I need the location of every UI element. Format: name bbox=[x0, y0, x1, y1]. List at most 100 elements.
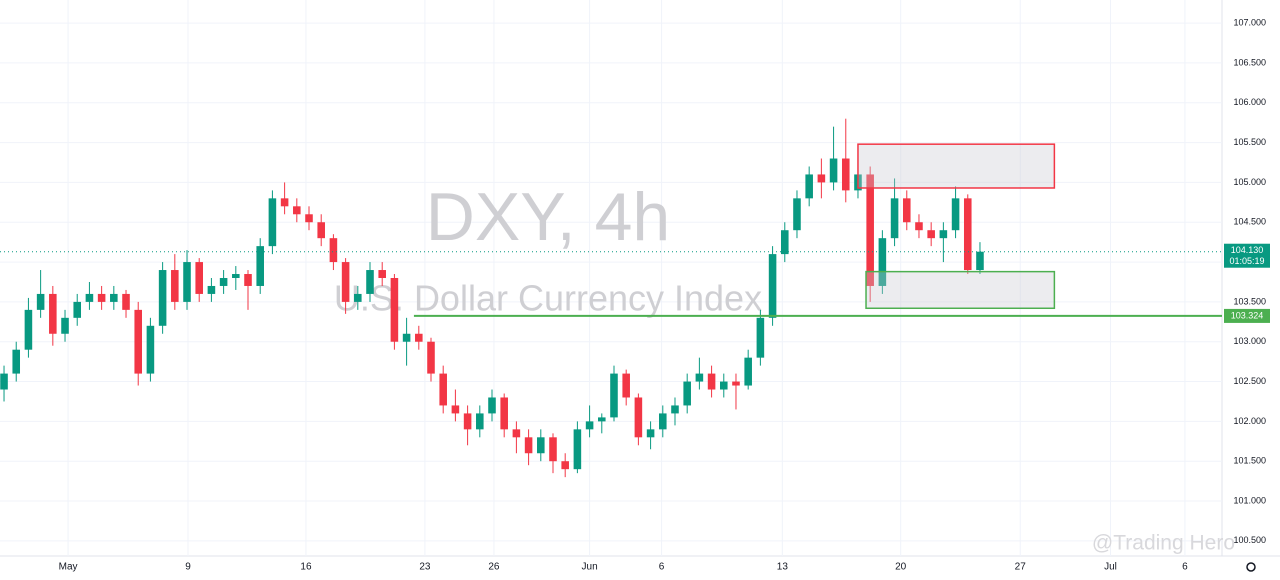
candle-body bbox=[756, 317, 765, 358]
candle-body bbox=[341, 262, 350, 302]
watermark-subtitle: U.S. Dollar Currency Index bbox=[334, 278, 762, 319]
candle-body bbox=[97, 293, 106, 302]
y-tick-label: 100.500 bbox=[1233, 535, 1266, 545]
candle-body bbox=[280, 198, 289, 207]
zone-box bbox=[857, 143, 1056, 189]
candle-body bbox=[256, 246, 264, 286]
countdown: 01:05:19 bbox=[1229, 256, 1264, 266]
candle-body bbox=[561, 461, 569, 470]
candle-body bbox=[549, 437, 557, 462]
candle-body bbox=[805, 174, 813, 199]
candle-body bbox=[488, 397, 496, 414]
candle-body bbox=[12, 349, 21, 374]
candle-body bbox=[744, 357, 752, 386]
candle-body bbox=[573, 429, 582, 470]
level-label: 103.324 bbox=[1231, 310, 1264, 320]
candle-body bbox=[500, 397, 508, 430]
candle-body bbox=[476, 413, 484, 430]
x-tick-label: 23 bbox=[419, 562, 431, 573]
candle-body bbox=[598, 417, 606, 422]
settings-icon[interactable] bbox=[1246, 562, 1256, 572]
candle-body bbox=[841, 158, 850, 191]
candle-body bbox=[61, 317, 69, 334]
candle-body bbox=[976, 251, 984, 271]
candle-body bbox=[585, 421, 594, 430]
plot bbox=[0, 118, 1222, 478]
candle-body bbox=[110, 293, 118, 302]
candle-body bbox=[463, 413, 472, 430]
candle-body bbox=[402, 333, 411, 342]
candle-body bbox=[634, 397, 643, 438]
candle-body bbox=[780, 230, 789, 255]
candle-body bbox=[354, 293, 362, 302]
last-price-badge bbox=[1224, 243, 1270, 268]
candle-body bbox=[268, 198, 277, 247]
candle-body bbox=[171, 270, 179, 302]
candle-body bbox=[524, 437, 533, 454]
y-tick-label: 106.000 bbox=[1233, 97, 1266, 107]
candle-body bbox=[939, 230, 948, 239]
y-tick-label: 105.500 bbox=[1233, 137, 1266, 147]
x-tick-label: May bbox=[59, 562, 78, 573]
y-tick-label: 106.500 bbox=[1233, 57, 1266, 67]
candle-body bbox=[732, 381, 740, 386]
y-tick-label: 104.500 bbox=[1233, 217, 1266, 227]
candle-body bbox=[329, 238, 338, 263]
candle-body bbox=[134, 309, 142, 374]
candle-body bbox=[902, 198, 911, 223]
candle-body bbox=[317, 222, 325, 239]
candle-body bbox=[671, 405, 679, 414]
candle-body bbox=[878, 238, 887, 286]
candle-body bbox=[866, 174, 874, 286]
candle-body bbox=[817, 174, 826, 183]
candle-body bbox=[720, 381, 728, 390]
candle-body bbox=[927, 230, 935, 239]
candle-body bbox=[951, 198, 960, 231]
candle-body bbox=[207, 285, 216, 294]
gear[interactable] bbox=[1246, 562, 1256, 572]
x-tick-label: 9 bbox=[185, 562, 191, 573]
grid bbox=[0, 0, 1222, 556]
y-tick-label: 102.500 bbox=[1233, 376, 1266, 386]
last-price-label: 104.130 bbox=[1231, 245, 1264, 255]
x-tick-label: 20 bbox=[895, 562, 907, 573]
y-tick-label: 103.000 bbox=[1233, 336, 1266, 346]
candle-body bbox=[390, 278, 399, 342]
y-tick-label: 101.500 bbox=[1233, 456, 1266, 466]
candle-body bbox=[695, 373, 704, 382]
candle-body bbox=[195, 262, 203, 294]
candle-body bbox=[793, 198, 801, 231]
candle-body bbox=[646, 429, 655, 438]
x-tick-label: 27 bbox=[1015, 562, 1027, 573]
x-tick-label: 26 bbox=[488, 562, 500, 573]
candle-body bbox=[244, 274, 252, 286]
candle-body bbox=[707, 373, 716, 390]
candle-body bbox=[122, 293, 130, 310]
candle-body bbox=[305, 214, 313, 223]
level-badge bbox=[1224, 308, 1270, 323]
y-tick-label: 102.000 bbox=[1233, 416, 1266, 426]
candle-body bbox=[890, 198, 899, 239]
candle-body bbox=[24, 309, 33, 350]
candle-body bbox=[293, 206, 301, 215]
y-tick-label: 101.000 bbox=[1233, 495, 1266, 505]
y-tick-label: 107.000 bbox=[1233, 17, 1266, 27]
x-tick-label: 6 bbox=[1182, 562, 1188, 573]
candle-body bbox=[610, 373, 618, 418]
author-watermark: @Trading Hero bbox=[1092, 532, 1235, 555]
candle-body bbox=[73, 301, 82, 318]
y-tick-label: 103.500 bbox=[1233, 296, 1266, 306]
candle-body bbox=[146, 325, 155, 374]
x-tick-label: 16 bbox=[300, 562, 312, 573]
candle-body bbox=[439, 373, 447, 406]
candle-body bbox=[622, 373, 630, 398]
candle-body bbox=[427, 341, 435, 374]
candle-body bbox=[232, 274, 240, 278]
candle-body bbox=[85, 293, 94, 302]
y-tick-label: 105.000 bbox=[1233, 177, 1266, 187]
candle-body bbox=[829, 158, 838, 183]
x-tick-label: Jul bbox=[1104, 562, 1117, 573]
candle-body bbox=[49, 293, 57, 334]
candle-body bbox=[659, 413, 667, 430]
